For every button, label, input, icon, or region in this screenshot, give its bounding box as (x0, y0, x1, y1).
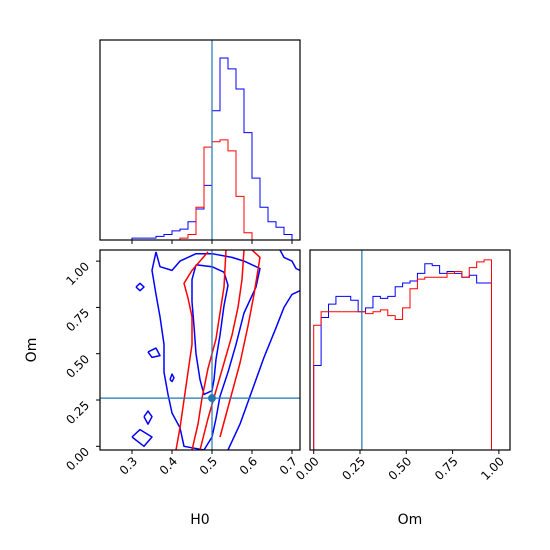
contour-line-0 (151, 251, 261, 450)
om-histogram-series-1 (313, 259, 507, 450)
contour-line-7 (143, 410, 153, 425)
contour-line-9 (175, 251, 209, 450)
contour-line-4 (135, 282, 145, 292)
contour-line-12 (219, 250, 261, 438)
om-histogram-frame (309, 249, 511, 451)
contour-line-5 (147, 347, 161, 359)
om-histogram-x-axis-label: Om (398, 512, 423, 528)
contour-line-8 (131, 428, 153, 448)
contour-truth-point (208, 394, 216, 403)
contour-truth-lines (100, 250, 300, 450)
om-histogram-marks (313, 259, 507, 450)
h0-histogram-ticks (131, 240, 293, 244)
h0-marginal-histogram-panel (99, 39, 301, 244)
contour-y-axis-label: Om (24, 338, 40, 363)
contour-line-6 (169, 373, 175, 383)
contour-line-11 (199, 250, 245, 450)
h0-histogram-frame (99, 39, 301, 241)
contour-line-3 (279, 250, 300, 272)
contour-x-axis-label: H0 (190, 512, 209, 528)
contour-line-1 (191, 264, 229, 396)
contour-frame (99, 249, 301, 451)
contour-line-2 (227, 290, 300, 450)
